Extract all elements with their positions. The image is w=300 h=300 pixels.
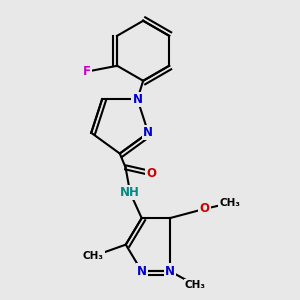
Text: O: O [146, 167, 156, 180]
Text: CH₃: CH₃ [219, 198, 240, 208]
Text: N: N [132, 93, 142, 106]
Text: N: N [137, 265, 147, 278]
Text: NH: NH [120, 186, 140, 199]
Text: F: F [83, 65, 91, 78]
Text: O: O [200, 202, 209, 215]
Text: CH₃: CH₃ [83, 251, 104, 261]
Text: N: N [143, 126, 153, 139]
Text: N: N [165, 265, 175, 278]
Text: CH₃: CH₃ [185, 280, 206, 290]
